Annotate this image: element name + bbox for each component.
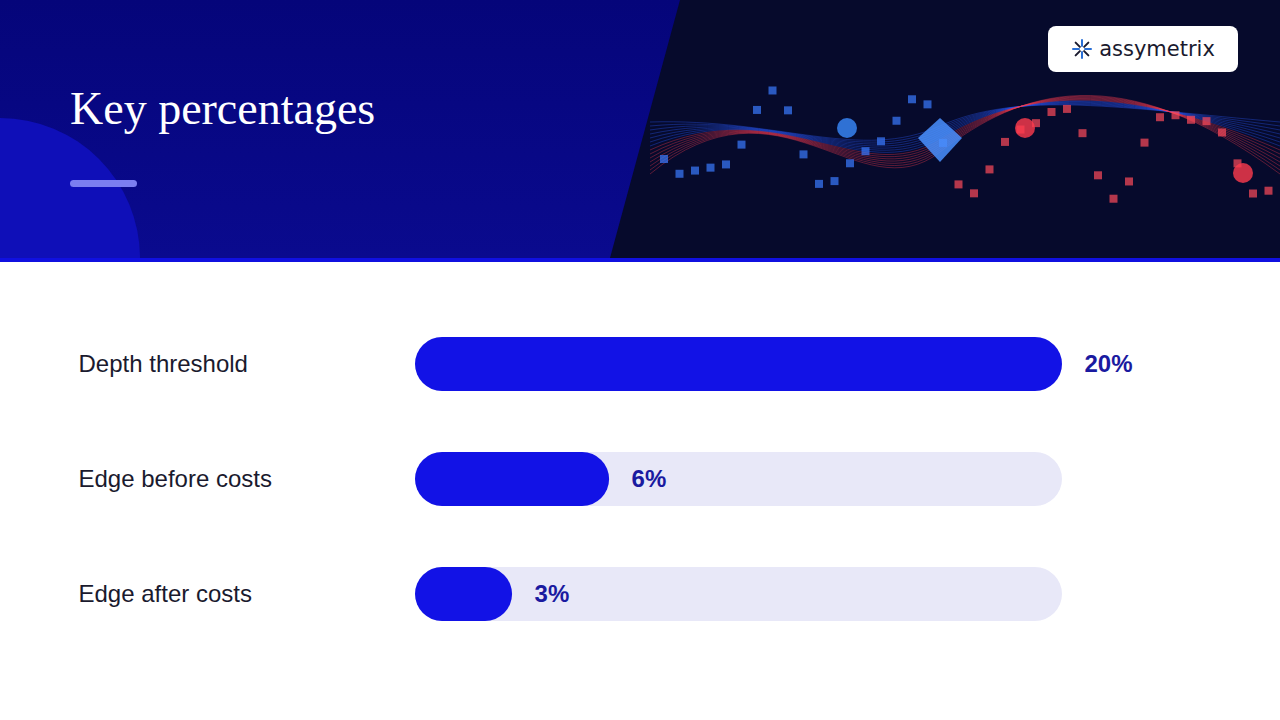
svg-text:20%: 20% — [1085, 350, 1133, 377]
svg-text:3%: 3% — [535, 580, 570, 607]
html-text:assymetrix: assymetrix — [1099, 37, 1215, 61]
svg-text:Edge before costs: Edge before costs — [79, 465, 272, 492]
svg-text:Edge after costs: Edge after costs — [79, 580, 252, 607]
html-text:Key percentages: Key percentages — [70, 83, 376, 134]
svg-text:Depth threshold: Depth threshold — [79, 350, 248, 377]
svg-text:6%: 6% — [632, 465, 667, 492]
